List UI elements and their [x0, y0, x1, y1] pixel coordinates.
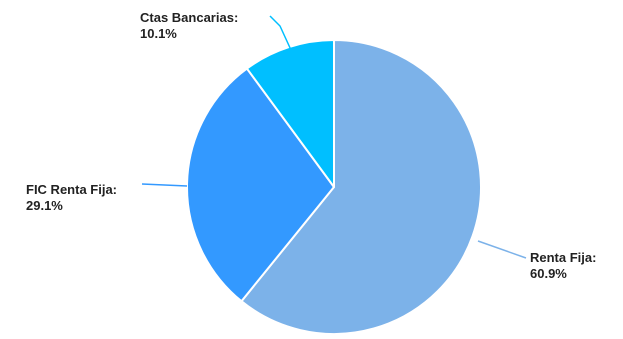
pie-slice-renta-fija[interactable]	[240, 39, 482, 335]
leader-line-ctas-bancarias	[269, 15, 292, 51]
leader-lines	[141, 15, 527, 259]
pie-slices	[186, 39, 482, 335]
slice-label-value: 10.1%	[140, 26, 177, 41]
slice-label-name: Renta Fija:	[530, 250, 596, 265]
slice-labels: Renta Fija:60.9% FIC Renta Fija:29.1% Ctas…	[26, 10, 596, 281]
pie-slice-fic-renta-fija[interactable]	[186, 67, 335, 303]
slice-label-name: FIC Renta Fija:	[26, 182, 117, 197]
leader-line-renta-fija	[477, 240, 527, 259]
slice-label-value: 29.1%	[26, 198, 63, 213]
slice-label-value: 60.9%	[530, 266, 567, 281]
leader-line-fic-renta-fija	[141, 183, 188, 187]
pie-slice-ctas-bancarias[interactable]	[245, 39, 335, 188]
slice-label-name: Ctas Bancarias:	[140, 10, 238, 25]
